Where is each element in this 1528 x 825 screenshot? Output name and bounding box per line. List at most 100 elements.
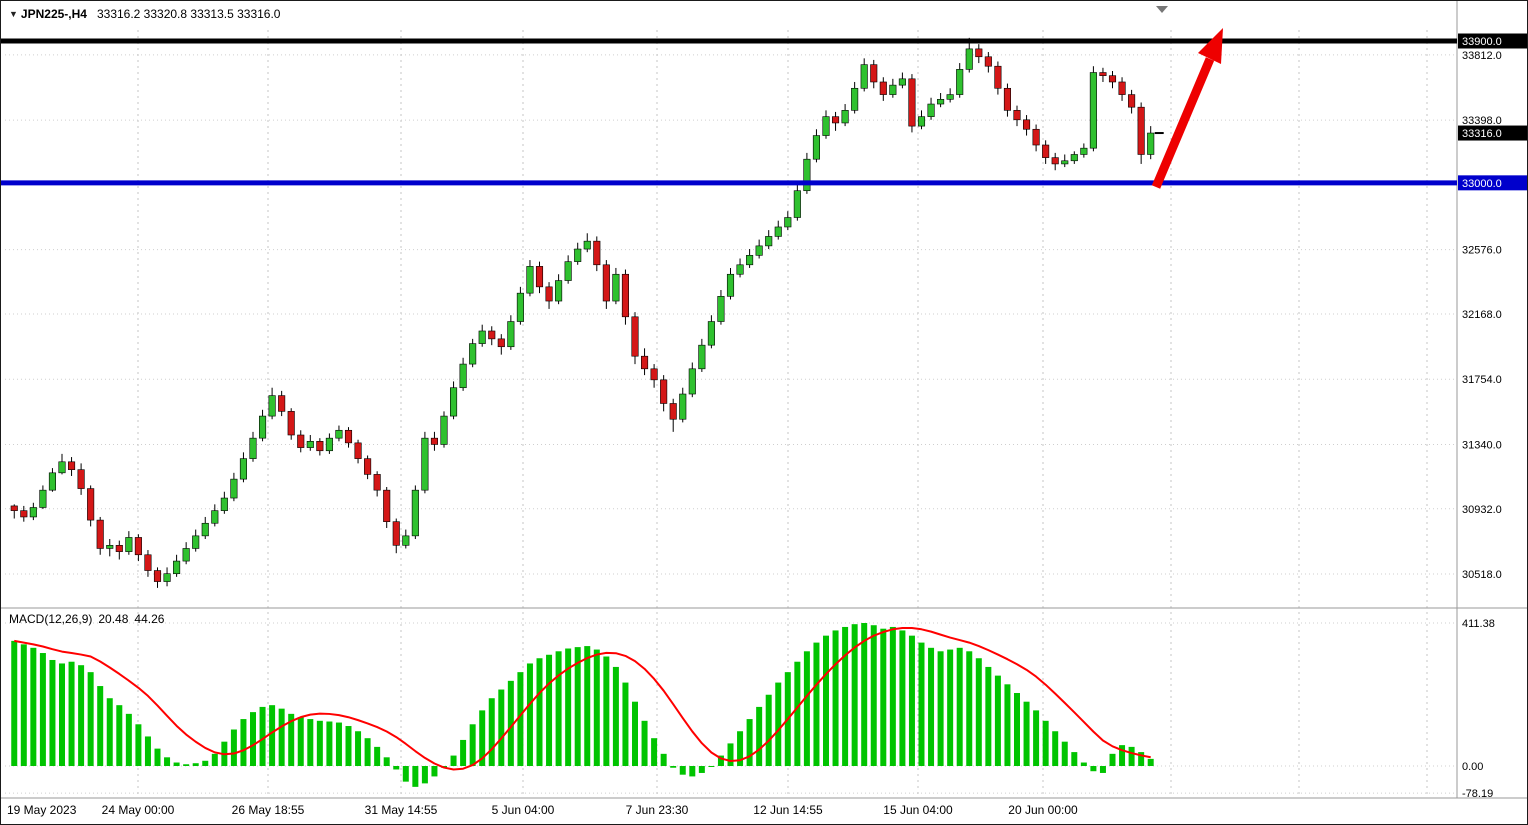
macd-bar xyxy=(144,736,151,766)
macd-bar xyxy=(87,672,94,766)
macd-bar xyxy=(1033,710,1040,766)
candle-down xyxy=(153,570,162,582)
macd-bar xyxy=(297,717,304,766)
candle-up xyxy=(965,48,973,70)
time-axis-label: 19 May 2023 xyxy=(7,803,77,817)
candle-down xyxy=(488,330,496,340)
candle-up xyxy=(917,116,926,127)
candle-up xyxy=(106,545,114,549)
price-axis-label: 32168.0 xyxy=(1462,309,1502,321)
candle-down xyxy=(1118,81,1126,95)
candle-down xyxy=(87,488,95,521)
macd-bar xyxy=(154,748,161,766)
candle-up xyxy=(564,261,572,281)
candle-up xyxy=(29,507,37,518)
candle-up xyxy=(173,560,181,574)
candle-down xyxy=(297,434,305,448)
candle-up xyxy=(841,110,849,124)
candle-down xyxy=(1099,72,1107,76)
candle-up xyxy=(851,87,859,111)
candle-up xyxy=(898,78,906,86)
candle-down xyxy=(975,48,983,58)
candle-down xyxy=(908,78,916,127)
price-axis[interactable]: 33812.0 33398.0 32576.0 32168.0 31754.0 31340… xyxy=(1458,33,1528,582)
candle-up xyxy=(459,363,467,389)
candle-down xyxy=(354,442,362,459)
time-axis[interactable]: 19 May 2023 24 May 00:00 26 May 18:55 31 Ma… xyxy=(7,803,1078,817)
candle-down xyxy=(96,519,104,549)
candle-up xyxy=(822,116,830,136)
candle-up xyxy=(449,387,458,417)
macd-bar xyxy=(259,706,266,766)
macd-bar xyxy=(307,719,314,766)
candle-up xyxy=(717,296,725,322)
macd-bar xyxy=(498,689,505,766)
candle-up xyxy=(411,489,419,537)
macd-bar xyxy=(622,682,629,766)
scroll-anchor-icon[interactable] xyxy=(1156,6,1168,13)
candle-up xyxy=(793,190,801,218)
macd-bar xyxy=(899,630,906,766)
candle-up xyxy=(765,236,773,247)
macd-bar xyxy=(536,658,543,766)
candle-down xyxy=(640,355,649,370)
candle-up xyxy=(201,522,209,537)
trend-arrow[interactable] xyxy=(1151,28,1223,189)
candle-down xyxy=(535,266,544,288)
candle-up xyxy=(698,344,706,370)
macd-bar xyxy=(803,651,810,766)
candle-up xyxy=(583,240,591,250)
macd-bar xyxy=(651,738,658,766)
candle-down xyxy=(621,273,630,318)
candle-up xyxy=(211,510,219,524)
macd-bar xyxy=(708,766,715,767)
macd-bar xyxy=(565,648,572,766)
candle-up xyxy=(526,266,534,294)
candle-up xyxy=(268,395,276,417)
macd-bar xyxy=(555,651,562,766)
candle-up xyxy=(927,103,935,117)
macd-bar xyxy=(30,647,37,766)
macd-bar xyxy=(135,724,142,766)
candle-up xyxy=(1080,147,1088,155)
macd-bar xyxy=(335,722,342,766)
candle-down xyxy=(1003,87,1012,111)
candle-up xyxy=(258,415,267,439)
candle-up xyxy=(1089,72,1097,149)
macd-bar xyxy=(937,651,944,766)
price-axis-label: 32576.0 xyxy=(1462,245,1502,257)
macd-bar xyxy=(116,705,123,766)
candle-down xyxy=(994,65,1002,89)
macd-bar xyxy=(517,672,524,766)
price-axis-label: 30518.0 xyxy=(1462,569,1502,581)
macd-bar xyxy=(698,766,705,773)
panel-borders xyxy=(1,1,1527,799)
macd-bar xyxy=(689,766,696,777)
macd-bar xyxy=(880,628,887,766)
candle-up xyxy=(784,217,792,228)
candle-up xyxy=(421,437,429,491)
candle-up xyxy=(1147,132,1155,155)
macd-bar xyxy=(832,630,839,766)
candle-up xyxy=(746,255,754,266)
macd-bar xyxy=(593,649,600,766)
candle-up xyxy=(39,489,47,508)
candle-up xyxy=(774,226,782,237)
macd-bar xyxy=(49,659,56,766)
time-axis-label: 26 May 18:55 xyxy=(232,803,305,817)
quote-header: ▼ JPN225-,H4 33316.2 33320.8 33313.5 33316… xyxy=(9,7,280,21)
macd-bar xyxy=(928,647,935,766)
macd-axis[interactable]: 411.38 0.00 -78.19 xyxy=(1462,618,1495,800)
macd-bar xyxy=(823,635,829,766)
macd-bar xyxy=(679,766,686,775)
macd-bar xyxy=(278,708,285,766)
macd-signal-line xyxy=(14,626,1151,771)
candle-down xyxy=(144,554,152,571)
candle-up xyxy=(125,537,133,552)
macd-bar xyxy=(727,743,734,766)
macd-bar xyxy=(1042,720,1049,766)
candle-up xyxy=(402,535,410,546)
macd-bar xyxy=(68,661,75,766)
macd-bar xyxy=(345,726,352,766)
